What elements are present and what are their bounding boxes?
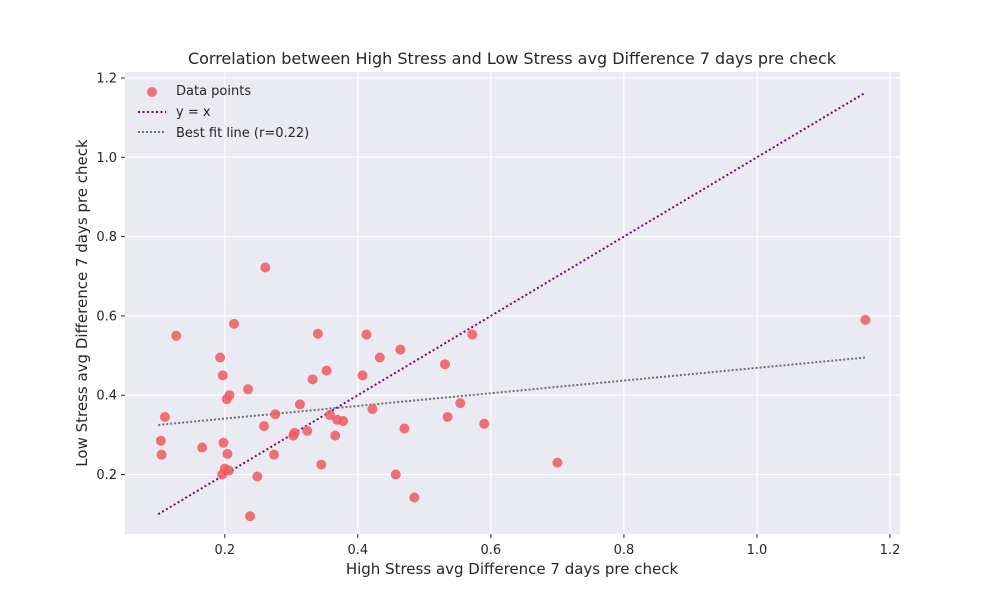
y-tick-label: 0.6 — [96, 309, 117, 324]
x-tick-label: 0.2 — [214, 543, 235, 558]
plot-background — [125, 72, 900, 534]
data-point — [467, 329, 478, 340]
data-point — [302, 425, 313, 436]
y-axis-ticks: 0.2 0.4 0.6 0.8 1.0 1.2 — [96, 71, 125, 483]
grid-lines — [125, 72, 900, 534]
data-point — [374, 352, 385, 363]
data-point — [367, 404, 378, 415]
data-point — [260, 262, 271, 273]
data-point — [289, 427, 300, 438]
data-point — [252, 471, 263, 482]
data-point — [294, 399, 305, 410]
data-point — [439, 359, 450, 370]
data-point — [259, 421, 270, 432]
legend: Data points y = x Best fit line (r=0.22) — [138, 84, 309, 141]
data-point — [270, 409, 281, 420]
data-point — [479, 418, 490, 429]
data-point — [269, 449, 280, 460]
x-tick-label: 0.8 — [614, 543, 635, 558]
data-point — [312, 328, 323, 339]
data-point — [224, 390, 235, 401]
x-tick-label: 0.4 — [347, 543, 368, 558]
x-axis-label: High Stress avg Difference 7 days pre ch… — [346, 560, 679, 578]
data-point — [442, 412, 453, 423]
data-point — [223, 465, 234, 476]
data-point — [156, 449, 167, 460]
data-point — [217, 370, 228, 381]
x-axis-ticks: 0.2 0.4 0.6 0.8 1.0 1.2 — [214, 534, 900, 558]
data-point — [155, 435, 166, 446]
y-tick-label: 0.8 — [96, 230, 117, 245]
data-points — [155, 262, 871, 522]
data-point — [399, 423, 410, 434]
data-point — [218, 437, 229, 448]
chart-title: Correlation between High Stress and Low … — [188, 49, 837, 68]
data-point — [409, 492, 420, 503]
data-point — [860, 314, 871, 325]
y-tick-label: 1.2 — [96, 71, 117, 86]
data-point — [338, 415, 349, 426]
data-point — [455, 398, 466, 409]
data-point — [307, 374, 318, 385]
data-point — [321, 365, 332, 376]
data-point — [243, 384, 254, 395]
data-point — [361, 329, 372, 340]
y-tick-label: 0.2 — [96, 468, 117, 483]
legend-marker-data-points — [147, 87, 157, 97]
data-point — [215, 352, 226, 363]
legend-label-data-points: Data points — [176, 84, 251, 99]
y-axis-label: Low Stress avg Difference 7 days pre che… — [73, 139, 91, 467]
data-point — [316, 459, 327, 470]
x-tick-label: 1.2 — [880, 543, 901, 558]
data-point — [159, 412, 170, 423]
y-tick-label: 0.4 — [96, 389, 117, 404]
data-point — [357, 370, 368, 381]
data-point — [395, 344, 406, 355]
data-point — [552, 457, 563, 468]
data-point — [245, 511, 256, 522]
legend-label-best-fit: Best fit line (r=0.22) — [176, 126, 309, 141]
data-point — [197, 442, 208, 453]
y-tick-label: 1.0 — [96, 151, 117, 166]
data-point — [229, 318, 240, 329]
data-point — [330, 430, 341, 441]
data-point — [222, 448, 233, 459]
x-tick-label: 0.6 — [481, 543, 502, 558]
data-point — [324, 410, 335, 421]
x-tick-label: 1.0 — [747, 543, 768, 558]
data-point — [390, 469, 401, 480]
legend-label-y-equals-x: y = x — [176, 105, 211, 120]
data-point — [171, 330, 182, 341]
